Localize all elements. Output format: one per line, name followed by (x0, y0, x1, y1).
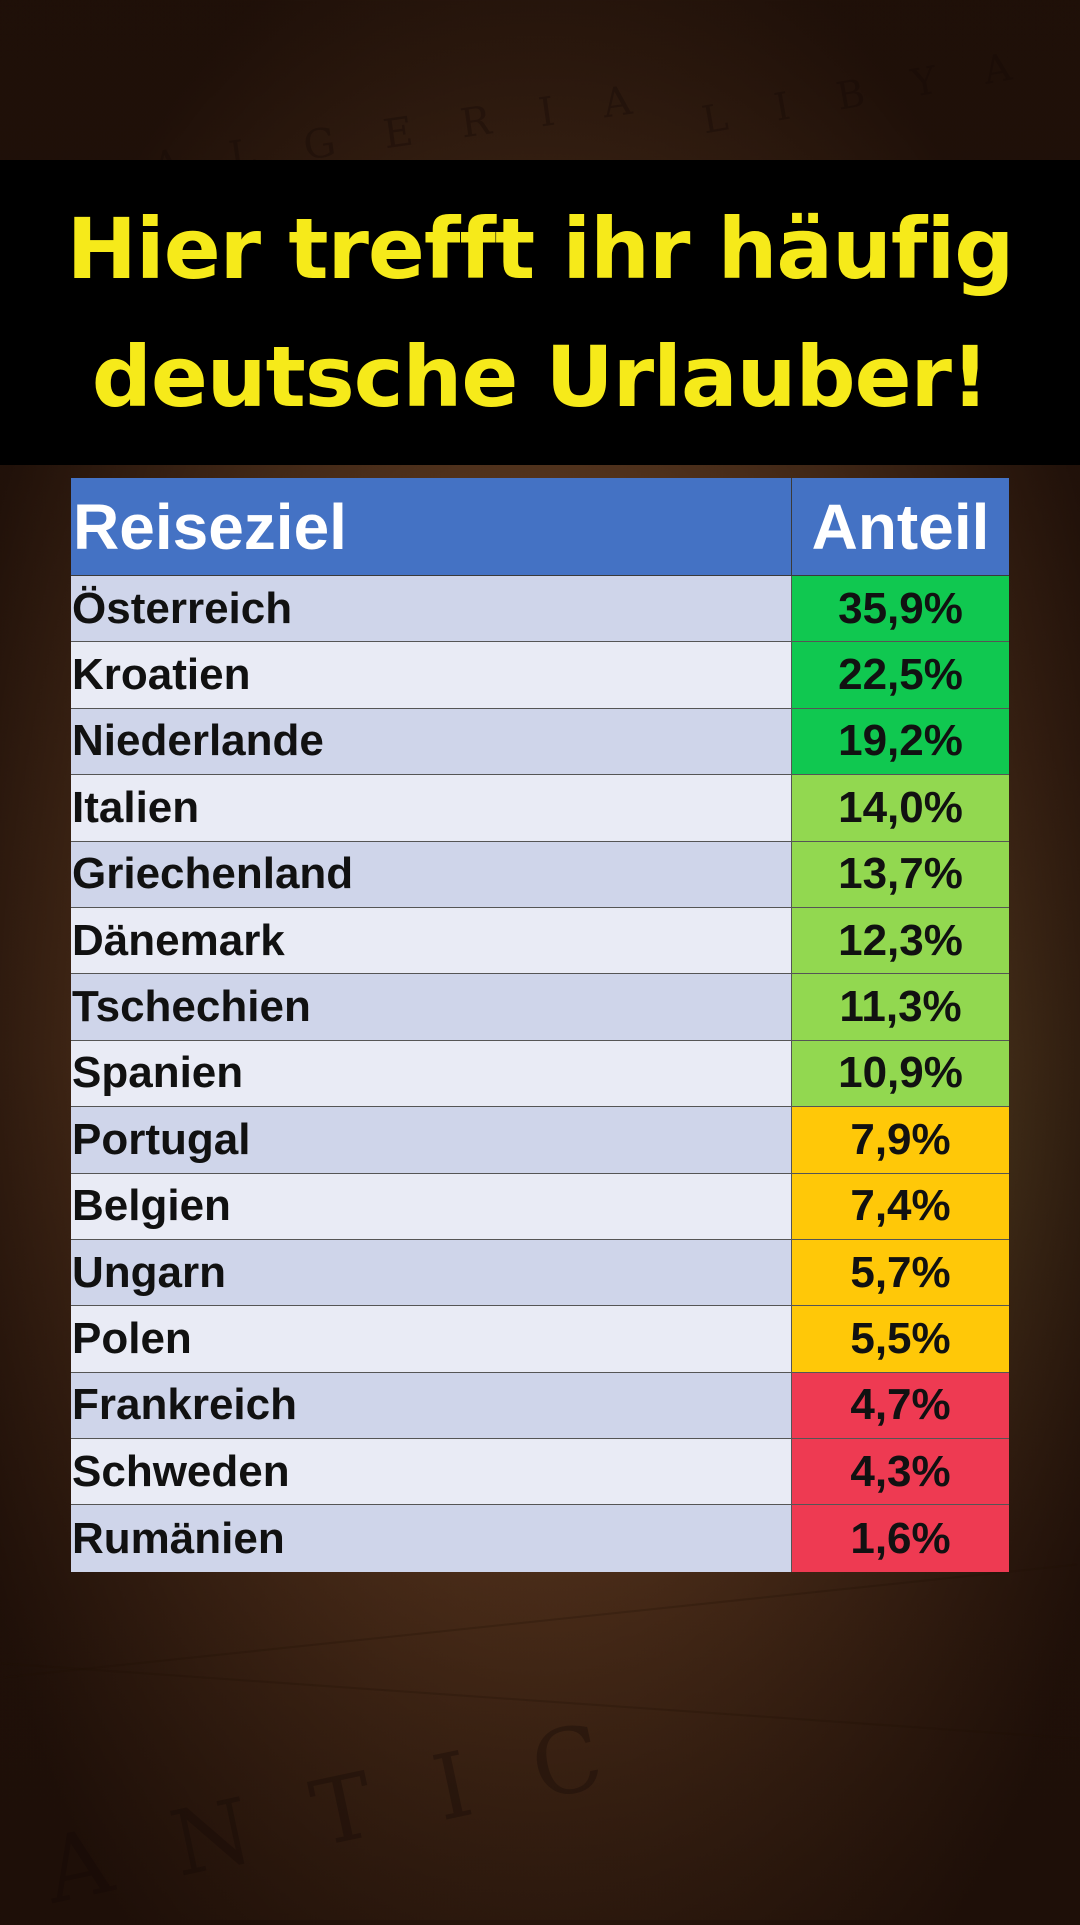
destination-name: Belgien (71, 1173, 792, 1239)
destination-share: 5,7% (792, 1239, 1009, 1306)
table-row: Österreich 35,9% (71, 576, 1009, 643)
column-header-destination: Reiseziel (71, 478, 792, 575)
destination-name: Niederlande (71, 708, 792, 775)
destination-name: Griechenland (71, 841, 792, 907)
destinations-table: Reiseziel Anteil Österreich 35,9% Kroatien… (71, 478, 1009, 1572)
destination-name: Frankreich (71, 1372, 792, 1439)
map-decoration (2, 1563, 1078, 1679)
page-title: Hier trefft ihr häufig deutsche Urlauber… (66, 199, 1015, 426)
destination-share: 13,7% (792, 841, 1009, 907)
destination-name: Tschechien (71, 974, 792, 1040)
destination-name: Dänemark (71, 907, 792, 974)
destination-name: Ungarn (71, 1239, 792, 1306)
table-row: Kroatien 22,5% (71, 642, 1009, 709)
table-row: Ungarn 5,7% (71, 1239, 1009, 1307)
map-decoration: A N T I C (35, 1700, 630, 1925)
column-header-share: Anteil (811, 490, 990, 563)
destination-share: 4,7% (792, 1372, 1009, 1439)
destination-share: 35,9% (792, 576, 1009, 642)
destination-share: 19,2% (792, 708, 1009, 775)
destination-share: 22,5% (792, 642, 1009, 708)
destination-name: Österreich (71, 576, 792, 642)
table-row: Rumänien 1,6% (71, 1505, 1009, 1572)
destination-share: 1,6% (792, 1505, 1009, 1572)
destination-name: Spanien (71, 1040, 792, 1107)
destination-share: 12,3% (792, 907, 1009, 974)
title-banner: Hier trefft ihr häufig deutsche Urlauber… (0, 160, 1080, 465)
destination-share: 10,9% (792, 1040, 1009, 1107)
table-row: Schweden 4,3% (71, 1439, 1009, 1506)
table-row: Niederlande 19,2% (71, 708, 1009, 776)
table-row: Polen 5,5% (71, 1306, 1009, 1373)
destination-share: 5,5% (792, 1306, 1009, 1372)
table-row: Italien 14,0% (71, 775, 1009, 842)
destination-share: 7,9% (792, 1107, 1009, 1173)
table-row: Belgien 7,4% (71, 1173, 1009, 1240)
table-header: Reiseziel Anteil (71, 478, 1009, 576)
table-row: Griechenland 13,7% (71, 841, 1009, 908)
table-row: Tschechien 11,3% (71, 974, 1009, 1041)
table-row: Spanien 10,9% (71, 1040, 1009, 1108)
table-body: Österreich 35,9% Kroatien 22,5% Niederlande 1… (71, 576, 1009, 1572)
table-row: Dänemark 12,3% (71, 907, 1009, 975)
destination-share: 4,3% (792, 1439, 1009, 1505)
destination-name: Polen (71, 1306, 792, 1372)
destination-share: 11,3% (792, 974, 1009, 1040)
destination-name: Schweden (71, 1439, 792, 1505)
table-row: Portugal 7,9% (71, 1107, 1009, 1174)
destination-name: Rumänien (71, 1505, 792, 1572)
table-row: Frankreich 4,7% (71, 1372, 1009, 1440)
map-decoration: L I B Y A (698, 41, 1033, 143)
destination-name: Portugal (71, 1107, 792, 1173)
destination-share: 7,4% (792, 1173, 1009, 1239)
destination-share: 14,0% (792, 775, 1009, 841)
destination-name: Kroatien (71, 642, 792, 708)
destination-name: Italien (71, 775, 792, 841)
